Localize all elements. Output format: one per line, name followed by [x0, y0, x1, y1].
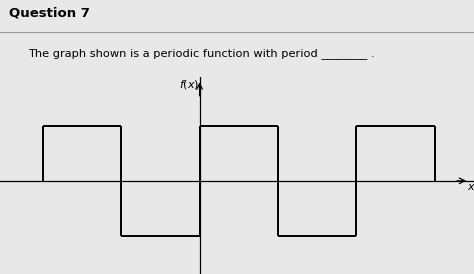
Text: Question 7: Question 7 [9, 6, 91, 19]
Text: $x$: $x$ [467, 182, 474, 192]
Text: $f(x)$: $f(x)$ [180, 78, 200, 92]
Text: The graph shown is a periodic function with period ________ .: The graph shown is a periodic function w… [28, 48, 375, 59]
